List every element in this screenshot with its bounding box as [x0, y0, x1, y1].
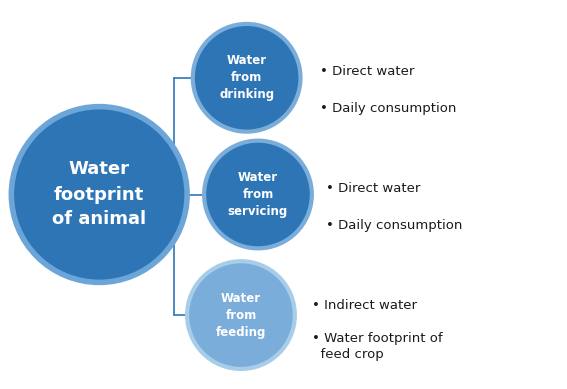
- Text: • Daily consumption: • Daily consumption: [326, 219, 463, 232]
- Text: • Direct water: • Direct water: [326, 182, 420, 195]
- Ellipse shape: [187, 261, 295, 369]
- Text: • Indirect water: • Indirect water: [312, 299, 417, 312]
- Text: • Direct water: • Direct water: [320, 65, 414, 79]
- Ellipse shape: [193, 24, 301, 131]
- Text: Water
from
drinking: Water from drinking: [219, 54, 274, 101]
- Ellipse shape: [204, 141, 312, 248]
- Text: • Water footprint of
  feed crop: • Water footprint of feed crop: [312, 332, 442, 361]
- Text: Water
footprint
of animal: Water footprint of animal: [52, 161, 146, 228]
- Text: • Daily consumption: • Daily consumption: [320, 102, 457, 116]
- Ellipse shape: [11, 107, 187, 282]
- Text: Water
from
feeding: Water from feeding: [216, 292, 266, 338]
- Text: Water
from
servicing: Water from servicing: [228, 171, 288, 218]
